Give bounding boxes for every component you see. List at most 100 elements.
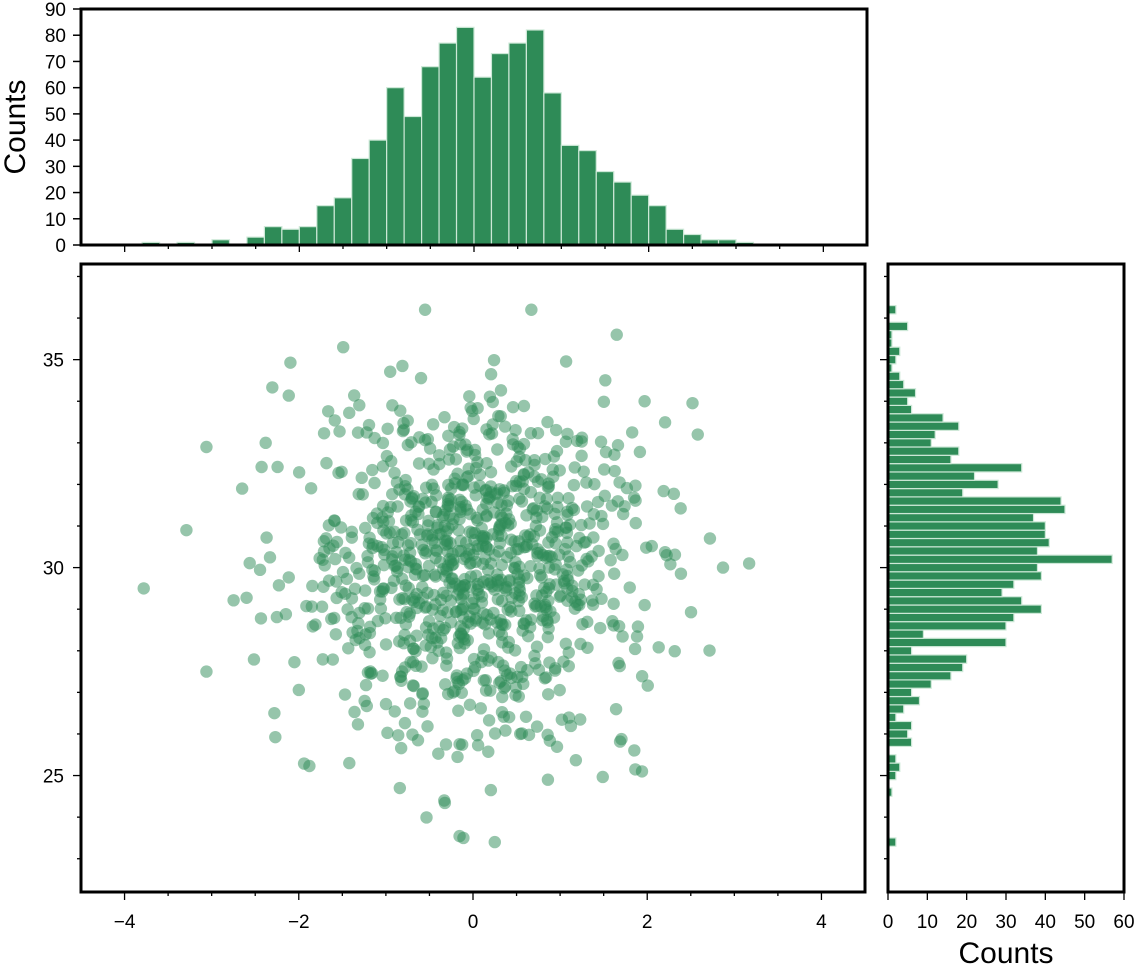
scatter-point bbox=[376, 585, 389, 598]
scatter-point bbox=[509, 423, 522, 437]
scatter-point bbox=[660, 548, 673, 562]
scatter-point bbox=[555, 713, 569, 726]
right-histogram-bar bbox=[887, 429, 936, 440]
right-histogram-bar bbox=[887, 637, 1007, 648]
scatter-point bbox=[500, 550, 514, 564]
scatter-point bbox=[403, 634, 417, 647]
right-histogram-bar bbox=[887, 529, 1046, 540]
scatter-point bbox=[482, 714, 496, 727]
scatter-point bbox=[565, 501, 579, 515]
right-histogram-bar bbox=[887, 587, 1003, 598]
scatter-point bbox=[542, 477, 555, 490]
scatter-point bbox=[443, 499, 456, 513]
scatter-point bbox=[576, 617, 589, 631]
scatter-point bbox=[510, 455, 523, 468]
scatter-point bbox=[491, 592, 505, 606]
scatter-point bbox=[638, 598, 651, 612]
scatter-point bbox=[304, 482, 318, 495]
scatter-point bbox=[640, 541, 653, 554]
top-histogram-bar bbox=[281, 228, 300, 246]
right-histogram-x-tick-label: 40 bbox=[1035, 912, 1056, 933]
scatter-point bbox=[633, 445, 647, 459]
right-histogram-bar bbox=[887, 612, 1015, 623]
scatter-point bbox=[388, 466, 401, 480]
scatter-point bbox=[510, 543, 523, 556]
scatter-point bbox=[479, 483, 493, 497]
scatter-point bbox=[243, 556, 256, 570]
scatter-point bbox=[545, 550, 558, 564]
scatter-point bbox=[347, 389, 361, 402]
scatter-point bbox=[272, 579, 286, 592]
scatter-point bbox=[542, 561, 556, 574]
scatter-point bbox=[503, 573, 516, 587]
right-histogram-bar bbox=[887, 512, 1035, 523]
top-histogram-frame bbox=[79, 7, 869, 247]
scatter-point bbox=[609, 702, 623, 716]
scatter-point bbox=[440, 534, 454, 547]
scatter-point bbox=[406, 679, 420, 692]
scatter-point bbox=[572, 564, 585, 577]
scatter-point bbox=[467, 602, 480, 615]
scatter-point bbox=[328, 552, 342, 566]
scatter-point bbox=[343, 756, 356, 770]
right-histogram-bar bbox=[887, 604, 1042, 614]
scatter-point bbox=[484, 576, 498, 589]
scatter-point bbox=[525, 303, 538, 316]
scatter-point bbox=[684, 605, 698, 619]
scatter-x-ticks: −4 −2 0 2 4 bbox=[114, 892, 827, 933]
scatter-point bbox=[351, 718, 365, 731]
scatter-point bbox=[518, 529, 532, 542]
scatter-point bbox=[292, 683, 306, 697]
scatter-point bbox=[686, 396, 699, 410]
scatter-point bbox=[313, 552, 326, 565]
right-histogram-bar bbox=[887, 496, 1062, 506]
scatter-point bbox=[397, 423, 411, 436]
scatter-point bbox=[594, 435, 608, 448]
right-histogram-bar bbox=[887, 662, 964, 673]
scatter-point bbox=[515, 591, 529, 604]
scatter-point bbox=[562, 659, 575, 673]
scatter-point bbox=[440, 525, 453, 538]
scatter-point bbox=[501, 603, 514, 616]
scatter-point bbox=[415, 660, 428, 673]
scatter-point bbox=[379, 697, 393, 711]
top-histogram-bar bbox=[298, 226, 318, 246]
scatter-point bbox=[541, 502, 554, 515]
scatter-point bbox=[703, 532, 717, 545]
scatter-point bbox=[371, 614, 385, 628]
scatter-point bbox=[391, 561, 404, 575]
scatter-point bbox=[506, 400, 520, 414]
scatter-point bbox=[517, 399, 531, 413]
right-histogram-bar bbox=[887, 546, 1039, 556]
scatter-point bbox=[442, 453, 456, 466]
scatter-point bbox=[284, 356, 297, 369]
scatter-point bbox=[504, 667, 517, 680]
scatter-point bbox=[398, 661, 412, 674]
scatter-point bbox=[716, 561, 730, 574]
scatter-point bbox=[353, 399, 366, 412]
scatter-point bbox=[439, 678, 452, 691]
top-histogram-bar bbox=[316, 205, 335, 246]
scatter-point bbox=[247, 653, 261, 666]
scatter-point bbox=[384, 365, 397, 378]
scatter-point bbox=[578, 578, 591, 591]
right-histogram-bar bbox=[887, 596, 1023, 606]
scatter-point bbox=[541, 415, 554, 429]
right-histogram-bar bbox=[887, 537, 1050, 548]
scatter-point bbox=[530, 640, 544, 653]
scatter-point bbox=[422, 615, 436, 628]
scatter-point bbox=[292, 466, 306, 479]
scatter-point bbox=[499, 516, 512, 530]
scatter-point bbox=[434, 555, 447, 569]
scatter-point bbox=[530, 720, 544, 733]
scatter-point bbox=[329, 628, 343, 641]
scatter-x-tick-label: 2 bbox=[642, 912, 653, 933]
scatter-point bbox=[412, 457, 426, 470]
scatter-point bbox=[616, 630, 629, 643]
scatter-point bbox=[613, 659, 626, 673]
scatter-point bbox=[635, 765, 649, 778]
scatter-point bbox=[362, 418, 376, 432]
scatter-point bbox=[269, 730, 282, 744]
top-histogram-bar bbox=[263, 226, 283, 246]
scatter-point bbox=[405, 436, 418, 449]
